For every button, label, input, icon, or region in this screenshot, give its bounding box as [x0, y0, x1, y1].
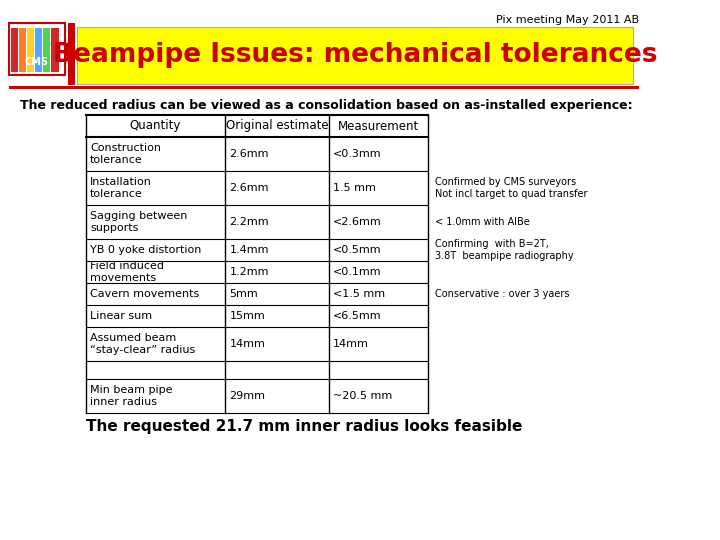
Bar: [27, 28, 35, 72]
Text: 1.4mm: 1.4mm: [230, 245, 269, 255]
Text: Confirmed by CMS surveyors
Not incl target to quad transfer: Confirmed by CMS surveyors Not incl targ…: [435, 177, 588, 199]
Bar: [11, 28, 18, 72]
Text: Field induced
movements: Field induced movements: [90, 261, 164, 283]
Text: CMS: CMS: [25, 57, 49, 67]
Text: 1.5 mm: 1.5 mm: [333, 183, 376, 193]
Text: 14mm: 14mm: [333, 339, 369, 349]
Text: Confirming  with B=2T,
3.8T  beampipe radiography: Confirming with B=2T, 3.8T beampipe radi…: [435, 239, 574, 261]
Text: Min beam pipe
inner radius: Min beam pipe inner radius: [90, 385, 173, 407]
Text: The requested 21.7 mm inner radius looks feasible: The requested 21.7 mm inner radius looks…: [86, 419, 522, 434]
Text: 2.6mm: 2.6mm: [230, 183, 269, 193]
Text: < 1.0mm with AlBe: < 1.0mm with AlBe: [435, 217, 530, 227]
Bar: [43, 28, 50, 72]
Bar: [51, 28, 58, 72]
Text: 29mm: 29mm: [230, 391, 266, 401]
Bar: [9, 23, 65, 75]
Text: Cavern movements: Cavern movements: [90, 289, 199, 299]
Text: ~20.5 mm: ~20.5 mm: [333, 391, 392, 401]
Bar: [9, 86, 639, 89]
Text: YB 0 yoke distortion: YB 0 yoke distortion: [90, 245, 202, 255]
Text: <2.6mm: <2.6mm: [333, 217, 382, 227]
Bar: [68, 23, 75, 85]
FancyBboxPatch shape: [78, 27, 633, 84]
Text: Construction
tolerance: Construction tolerance: [90, 143, 161, 165]
Text: Linear sum: Linear sum: [90, 311, 152, 321]
Text: Installation
tolerance: Installation tolerance: [90, 177, 152, 199]
Bar: [19, 28, 26, 72]
Text: Quantity: Quantity: [130, 119, 181, 132]
Text: Beampipe Issues: mechanical tolerances: Beampipe Issues: mechanical tolerances: [53, 42, 657, 68]
Text: Assumed beam
“stay-clear” radius: Assumed beam “stay-clear” radius: [90, 333, 195, 355]
Text: 5mm: 5mm: [230, 289, 258, 299]
Text: <0.1mm: <0.1mm: [333, 267, 382, 277]
Text: <0.5mm: <0.5mm: [333, 245, 382, 255]
Text: 2.6mm: 2.6mm: [230, 149, 269, 159]
Bar: [35, 28, 42, 72]
Text: Sagging between
supports: Sagging between supports: [90, 211, 187, 233]
Text: 2.2mm: 2.2mm: [230, 217, 269, 227]
Text: The reduced radius can be viewed as a consolidation based on as-installed experi: The reduced radius can be viewed as a co…: [20, 99, 632, 112]
Text: <6.5mm: <6.5mm: [333, 311, 382, 321]
Text: Measurement: Measurement: [338, 119, 419, 132]
Text: 15mm: 15mm: [230, 311, 266, 321]
Text: Original estimate: Original estimate: [225, 119, 328, 132]
Text: <1.5 mm: <1.5 mm: [333, 289, 385, 299]
Text: Conservative : over 3 yaers: Conservative : over 3 yaers: [435, 289, 570, 299]
Text: Pix meeting May 2011 AB: Pix meeting May 2011 AB: [496, 15, 639, 25]
Text: 1.2mm: 1.2mm: [230, 267, 269, 277]
Text: 14mm: 14mm: [230, 339, 266, 349]
Text: <0.3mm: <0.3mm: [333, 149, 382, 159]
